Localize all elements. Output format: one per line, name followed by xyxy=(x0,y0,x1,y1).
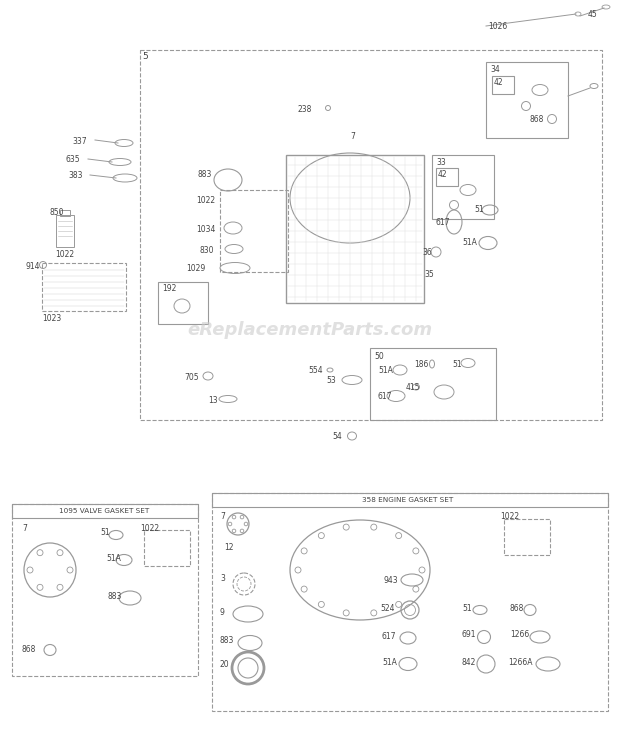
Bar xyxy=(486,62,568,138)
Bar xyxy=(12,504,198,676)
Text: 51: 51 xyxy=(474,205,484,214)
Text: 883: 883 xyxy=(108,592,122,601)
Text: 842: 842 xyxy=(462,658,476,667)
Text: 383: 383 xyxy=(68,171,82,180)
Text: 7: 7 xyxy=(22,524,27,533)
Text: 883: 883 xyxy=(220,636,234,645)
Bar xyxy=(12,504,198,518)
Text: 51A: 51A xyxy=(462,238,477,247)
Text: 1022: 1022 xyxy=(500,512,519,521)
Text: 1022: 1022 xyxy=(140,524,159,533)
Text: 3: 3 xyxy=(220,574,225,583)
Text: 524: 524 xyxy=(380,604,394,613)
Text: 54: 54 xyxy=(332,432,342,441)
Bar xyxy=(212,493,608,711)
Text: 1022: 1022 xyxy=(196,196,215,205)
Text: 554: 554 xyxy=(308,366,322,375)
Text: 238: 238 xyxy=(298,105,312,114)
Text: 13: 13 xyxy=(208,396,218,405)
Text: 635: 635 xyxy=(65,155,79,164)
Text: 830: 830 xyxy=(200,246,215,255)
Text: 943: 943 xyxy=(384,576,399,585)
Text: 20: 20 xyxy=(220,660,229,669)
Text: eReplacementParts.com: eReplacementParts.com xyxy=(187,321,433,339)
Text: 1023: 1023 xyxy=(42,314,61,323)
Text: 51A: 51A xyxy=(106,554,121,563)
Bar xyxy=(60,210,70,216)
Bar xyxy=(42,263,126,311)
Bar xyxy=(492,76,514,94)
Bar xyxy=(140,50,602,420)
Text: 5: 5 xyxy=(142,52,148,61)
Text: 1266: 1266 xyxy=(510,630,529,639)
Text: 617: 617 xyxy=(382,632,397,641)
Text: 51A: 51A xyxy=(382,658,397,667)
Bar xyxy=(212,493,608,507)
Text: 186: 186 xyxy=(414,360,428,369)
Bar xyxy=(286,155,424,303)
Text: 7: 7 xyxy=(350,132,355,141)
Text: 42: 42 xyxy=(494,78,503,87)
Text: 36: 36 xyxy=(422,248,432,257)
Text: 1029: 1029 xyxy=(186,264,205,273)
Text: 192: 192 xyxy=(162,284,176,293)
Bar xyxy=(56,215,74,247)
Text: 33: 33 xyxy=(436,158,446,167)
Text: 1266A: 1266A xyxy=(508,658,533,667)
Bar xyxy=(370,348,496,420)
Text: 883: 883 xyxy=(198,170,213,179)
Text: 12: 12 xyxy=(224,543,234,552)
Text: 34: 34 xyxy=(490,65,500,74)
Text: 617: 617 xyxy=(378,392,392,401)
Text: 9: 9 xyxy=(220,608,225,617)
Text: 51A: 51A xyxy=(378,366,393,375)
Text: 35: 35 xyxy=(424,270,434,279)
Text: 850: 850 xyxy=(50,208,64,217)
Bar xyxy=(504,519,550,555)
Text: 51: 51 xyxy=(100,528,110,537)
Text: 1095 VALVE GASKET SET: 1095 VALVE GASKET SET xyxy=(59,508,149,514)
Text: 1026: 1026 xyxy=(488,22,507,31)
Text: 53: 53 xyxy=(326,376,336,385)
Text: 868: 868 xyxy=(530,115,544,124)
Text: 914: 914 xyxy=(25,262,40,271)
Text: 705: 705 xyxy=(184,373,198,382)
Text: 50: 50 xyxy=(374,352,384,361)
Text: 337: 337 xyxy=(72,137,87,146)
Bar xyxy=(158,282,208,324)
Text: 7: 7 xyxy=(220,512,225,521)
Text: 51: 51 xyxy=(462,604,472,613)
Bar xyxy=(432,155,494,219)
Text: 45: 45 xyxy=(588,10,598,19)
Bar xyxy=(144,530,190,566)
Text: 1034: 1034 xyxy=(196,225,215,234)
Bar xyxy=(220,190,288,272)
Text: 868: 868 xyxy=(510,604,525,613)
Text: 42: 42 xyxy=(438,170,448,179)
Text: 617: 617 xyxy=(436,218,451,227)
Text: 415: 415 xyxy=(406,383,420,392)
Bar xyxy=(436,168,458,186)
Text: 1022: 1022 xyxy=(55,250,74,259)
Text: 868: 868 xyxy=(22,645,37,654)
Text: 358 ENGINE GASKET SET: 358 ENGINE GASKET SET xyxy=(362,497,454,503)
Text: 691: 691 xyxy=(462,630,477,639)
Text: 51: 51 xyxy=(452,360,462,369)
